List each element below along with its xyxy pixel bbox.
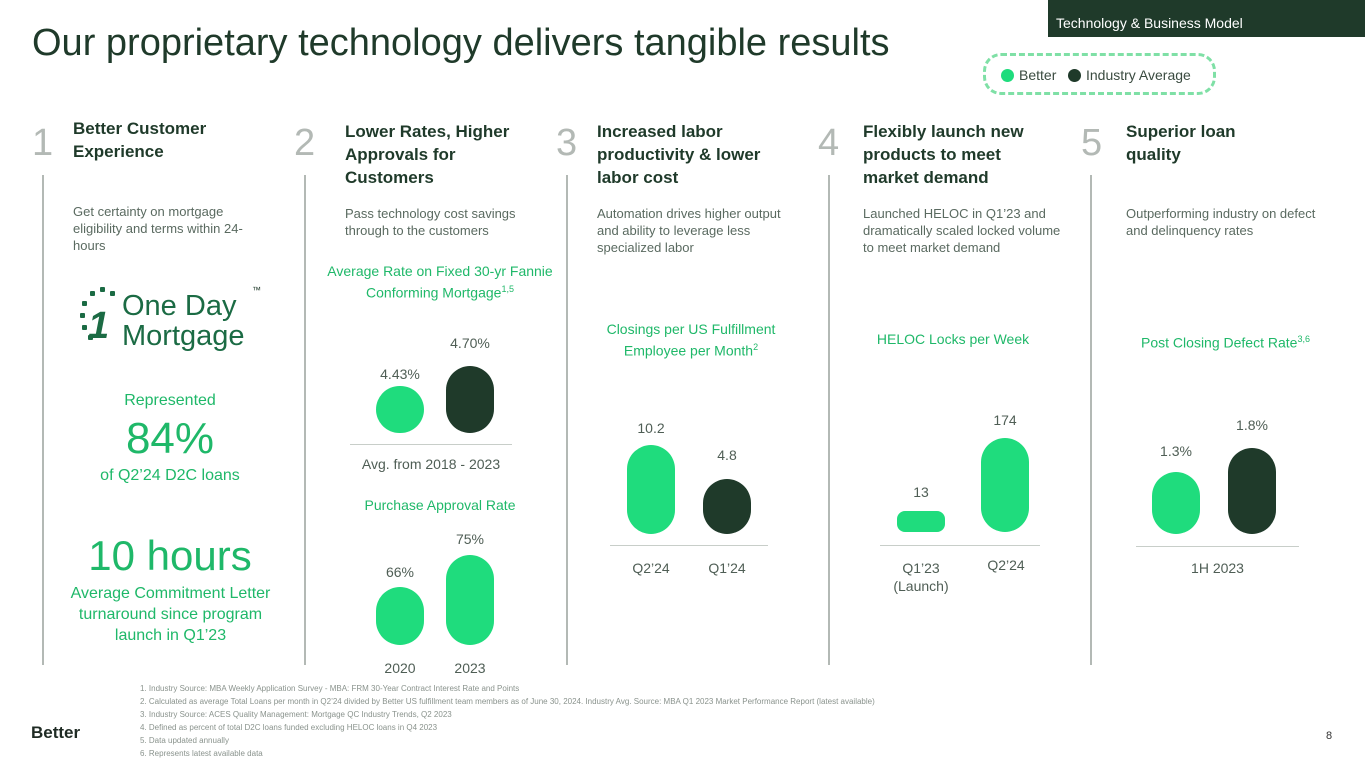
footnote: 4. Defined as percent of total D2C loans… bbox=[140, 723, 438, 732]
column-divider-3 bbox=[566, 175, 568, 665]
chart-title-approval-rate: Purchase Approval Rate bbox=[364, 497, 516, 513]
legend-label-industry: Industry Average bbox=[1086, 67, 1191, 83]
column-divider-2 bbox=[304, 175, 306, 665]
chart-title-closings: Closings per US Fulfillment Employee per… bbox=[596, 320, 786, 360]
category-label-closings-q124: Q1’24 bbox=[708, 560, 746, 576]
one-day-logo-mark-icon bbox=[80, 287, 115, 340]
category-label-rate: Avg. from 2018 - 2023 bbox=[361, 456, 501, 472]
data-label-closings-q124: 4.8 bbox=[717, 447, 737, 463]
column-description-3: Automation drives higher output and abil… bbox=[597, 206, 781, 255]
chart-title-average-rate-footnote: 1,5 bbox=[501, 284, 514, 294]
footnotes: 1. Industry Source: MBA Weekly Applicati… bbox=[140, 682, 875, 760]
legend-swatch-industry bbox=[1068, 68, 1081, 82]
section-tag: Technology & Business Model bbox=[1048, 0, 1365, 37]
baseline-defect bbox=[1136, 546, 1299, 547]
bar-heloc-q224 bbox=[981, 438, 1029, 532]
page-title: Our proprietary technology delivers tang… bbox=[32, 22, 890, 64]
column-divider-4 bbox=[828, 175, 830, 665]
bar-defect-industry bbox=[1228, 448, 1276, 534]
turnaround-hours-value: 10 hours bbox=[88, 532, 252, 579]
turnaround-caption: Average Commitment Letter turnaround sin… bbox=[70, 585, 271, 644]
bar-defect-better bbox=[1152, 471, 1200, 534]
data-label-rate-better: 4.43% bbox=[380, 366, 420, 382]
chart-title-average-rate-text: Average Rate on Fixed 30-yr Fannie Confo… bbox=[327, 263, 553, 301]
legend-swatch-better bbox=[1001, 68, 1014, 82]
data-label-approval-2023: 75% bbox=[455, 531, 485, 547]
legend bbox=[983, 53, 1216, 95]
column-number-2: 2 bbox=[294, 122, 316, 164]
column-heading-2: Lower Rates, Higher Approvals for Custom… bbox=[345, 122, 510, 187]
column-heading-4: Flexibly launch new products to meet mar… bbox=[863, 122, 1024, 187]
data-label-approval-2020: 66% bbox=[385, 564, 415, 580]
bar-approval-2020 bbox=[376, 587, 424, 645]
column-description-4: Launched HELOC in Q1’23 and dramatically… bbox=[863, 206, 1061, 255]
column-number-1: 1 bbox=[32, 122, 54, 164]
legend-label-better: Better bbox=[1019, 67, 1057, 83]
represented-label: Represented bbox=[124, 392, 216, 409]
chart-title-defect-rate-text: Post Closing Defect Rate bbox=[1141, 334, 1298, 351]
data-label-defect-better: 1.3% bbox=[1160, 443, 1192, 459]
d2c-share-caption: of Q2’24 D2C loans bbox=[100, 467, 240, 484]
category-label-closings-q224: Q2’24 bbox=[632, 560, 670, 576]
chart-title-closings-footnote: 2 bbox=[753, 342, 759, 352]
data-label-defect-industry: 1.8% bbox=[1236, 417, 1268, 433]
legend-item-better: Better bbox=[1001, 67, 1056, 83]
category-label-approval-2023: 2023 bbox=[454, 660, 486, 676]
legend-item-industry: Industry Average bbox=[1068, 67, 1191, 83]
column-description-5: Outperforming industry on defect and del… bbox=[1126, 206, 1316, 238]
bar-closings-q224 bbox=[627, 445, 675, 534]
footnote: 5. Data updated annually bbox=[140, 736, 229, 745]
bar-rate-better bbox=[376, 385, 424, 433]
one-day-logo-digit: 1 bbox=[88, 305, 110, 347]
data-label-heloc-q123: 13 bbox=[913, 484, 929, 500]
baseline-closings bbox=[610, 545, 768, 546]
bar-rate-industry bbox=[446, 365, 494, 433]
column-number-5: 5 bbox=[1081, 122, 1103, 164]
column-heading-3: Increased labor productivity & lower lab… bbox=[597, 122, 761, 187]
column-divider-1 bbox=[42, 175, 44, 665]
footnote: 1. Industry Source: MBA Weekly Applicati… bbox=[140, 684, 520, 693]
column-heading-5: Superior loan quality bbox=[1126, 122, 1236, 164]
bar-heloc-q123 bbox=[897, 511, 945, 532]
chart-title-defect-rate: Post Closing Defect Rate3,6 bbox=[1118, 330, 1333, 352]
chart-title-heloc: HELOC Locks per Week bbox=[876, 331, 1030, 347]
d2c-share-value: 84% bbox=[125, 414, 215, 463]
data-label-heloc-q224: 174 bbox=[993, 412, 1017, 428]
one-day-mortgage-logo: 1 One Day Mortgage ™ bbox=[78, 285, 273, 355]
page-number: 8 bbox=[1326, 730, 1333, 742]
footnote: 3. Industry Source: ACES Quality Managem… bbox=[140, 710, 452, 719]
column-number-3: 3 bbox=[556, 122, 578, 164]
bar-closings-q124 bbox=[703, 478, 751, 534]
baseline-rate bbox=[350, 444, 512, 445]
category-label-approval-2020: 2020 bbox=[384, 660, 416, 676]
category-label-heloc-q123: Q1’23 (Launch) bbox=[893, 560, 949, 594]
column-divider-5 bbox=[1090, 175, 1092, 665]
data-label-rate-industry: 4.70% bbox=[450, 335, 490, 351]
chart-title-defect-rate-footnote: 3,6 bbox=[1297, 334, 1310, 344]
baseline-heloc bbox=[880, 545, 1040, 546]
chart-title-average-rate: Average Rate on Fixed 30-yr Fannie Confo… bbox=[325, 262, 555, 302]
column-description-2: Pass technology cost savings through to … bbox=[345, 206, 516, 238]
bar-approval-2023 bbox=[446, 555, 494, 645]
trademark-symbol: ™ bbox=[252, 285, 261, 295]
category-label-heloc-q224: Q2’24 bbox=[987, 557, 1025, 573]
category-label-defect: 1H 2023 bbox=[1191, 560, 1244, 576]
chart-title-closings-text: Closings per US Fulfillment Employee per… bbox=[606, 321, 776, 359]
data-label-closings-q224: 10.2 bbox=[637, 420, 665, 436]
footnote: 6. Represents latest available data bbox=[140, 749, 263, 758]
column-number-4: 4 bbox=[818, 122, 840, 164]
one-day-logo-line2: Mortgage bbox=[122, 320, 245, 352]
column-heading-1: Better Customer Experience bbox=[73, 119, 207, 161]
brand-logo: Better bbox=[31, 723, 81, 742]
column-description-1: Get certainty on mortgage eligibility an… bbox=[73, 204, 243, 253]
footnote: 2. Calculated as average Total Loans per… bbox=[140, 697, 875, 706]
one-day-logo-line1: One Day bbox=[122, 290, 237, 322]
